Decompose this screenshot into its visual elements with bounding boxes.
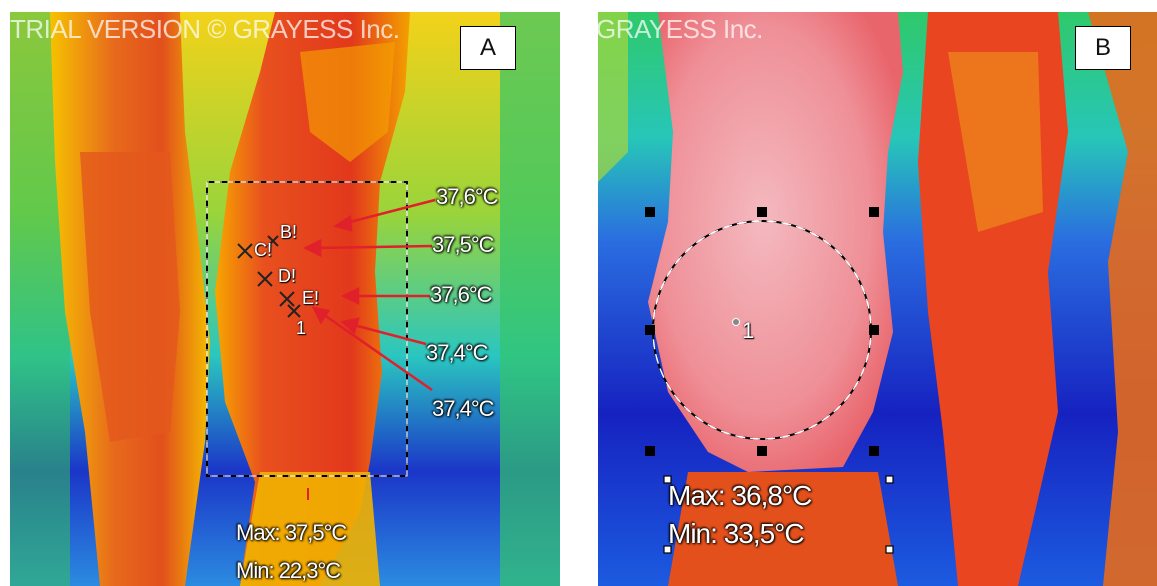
min-label: Min: bbox=[236, 558, 275, 583]
min-value: 22,3°C bbox=[278, 558, 342, 583]
panel-label-b: B bbox=[1075, 26, 1131, 70]
temperature-label: 37,4°C bbox=[426, 340, 489, 365]
watermark-text: TRIAL VERSION © GRAYESS Inc. bbox=[10, 14, 400, 44]
panel-label-a: A bbox=[460, 26, 516, 70]
thermal-image-b: GRAYESS Inc. B 1 Max: 36,8°C Min: 33,5°C bbox=[598, 12, 1157, 586]
max-temperature: Max: 36,8°C bbox=[668, 480, 812, 512]
point-label-b: B! bbox=[280, 222, 298, 242]
max-value: 37,5°C bbox=[284, 520, 348, 545]
min-temperature: Min: 33,5°C bbox=[668, 518, 805, 550]
min-label: Min: bbox=[668, 518, 718, 549]
temperature-label: 37,5°C bbox=[432, 232, 495, 257]
thermal-image-b-graphic bbox=[598, 12, 1157, 586]
thermal-image-a-graphic bbox=[10, 12, 560, 586]
temperature-label: 37,4°C bbox=[432, 396, 495, 421]
point-label-c: C! bbox=[254, 240, 272, 260]
max-label: Max: bbox=[236, 520, 281, 545]
max-temperature: Max: 37,5°C bbox=[236, 520, 348, 546]
thermal-image-a: TRIAL VERSION © GRAYESS Inc. A B! C! D! … bbox=[10, 12, 560, 586]
min-value: 33,5°C bbox=[723, 518, 805, 549]
point-label-e: E! bbox=[302, 288, 320, 308]
point-label-1: 1 bbox=[742, 318, 755, 343]
temperature-label: 37,6°C bbox=[430, 282, 493, 307]
max-value: 36,8°C bbox=[731, 480, 812, 511]
point-label-d: D! bbox=[278, 266, 296, 286]
watermark-text: GRAYESS Inc. bbox=[598, 14, 763, 44]
point-label-1: 1 bbox=[296, 318, 307, 338]
max-label: Max: bbox=[668, 480, 726, 511]
temperature-label: 37,6°C bbox=[436, 184, 499, 209]
min-temperature: Min: 22,3°C bbox=[236, 558, 342, 584]
